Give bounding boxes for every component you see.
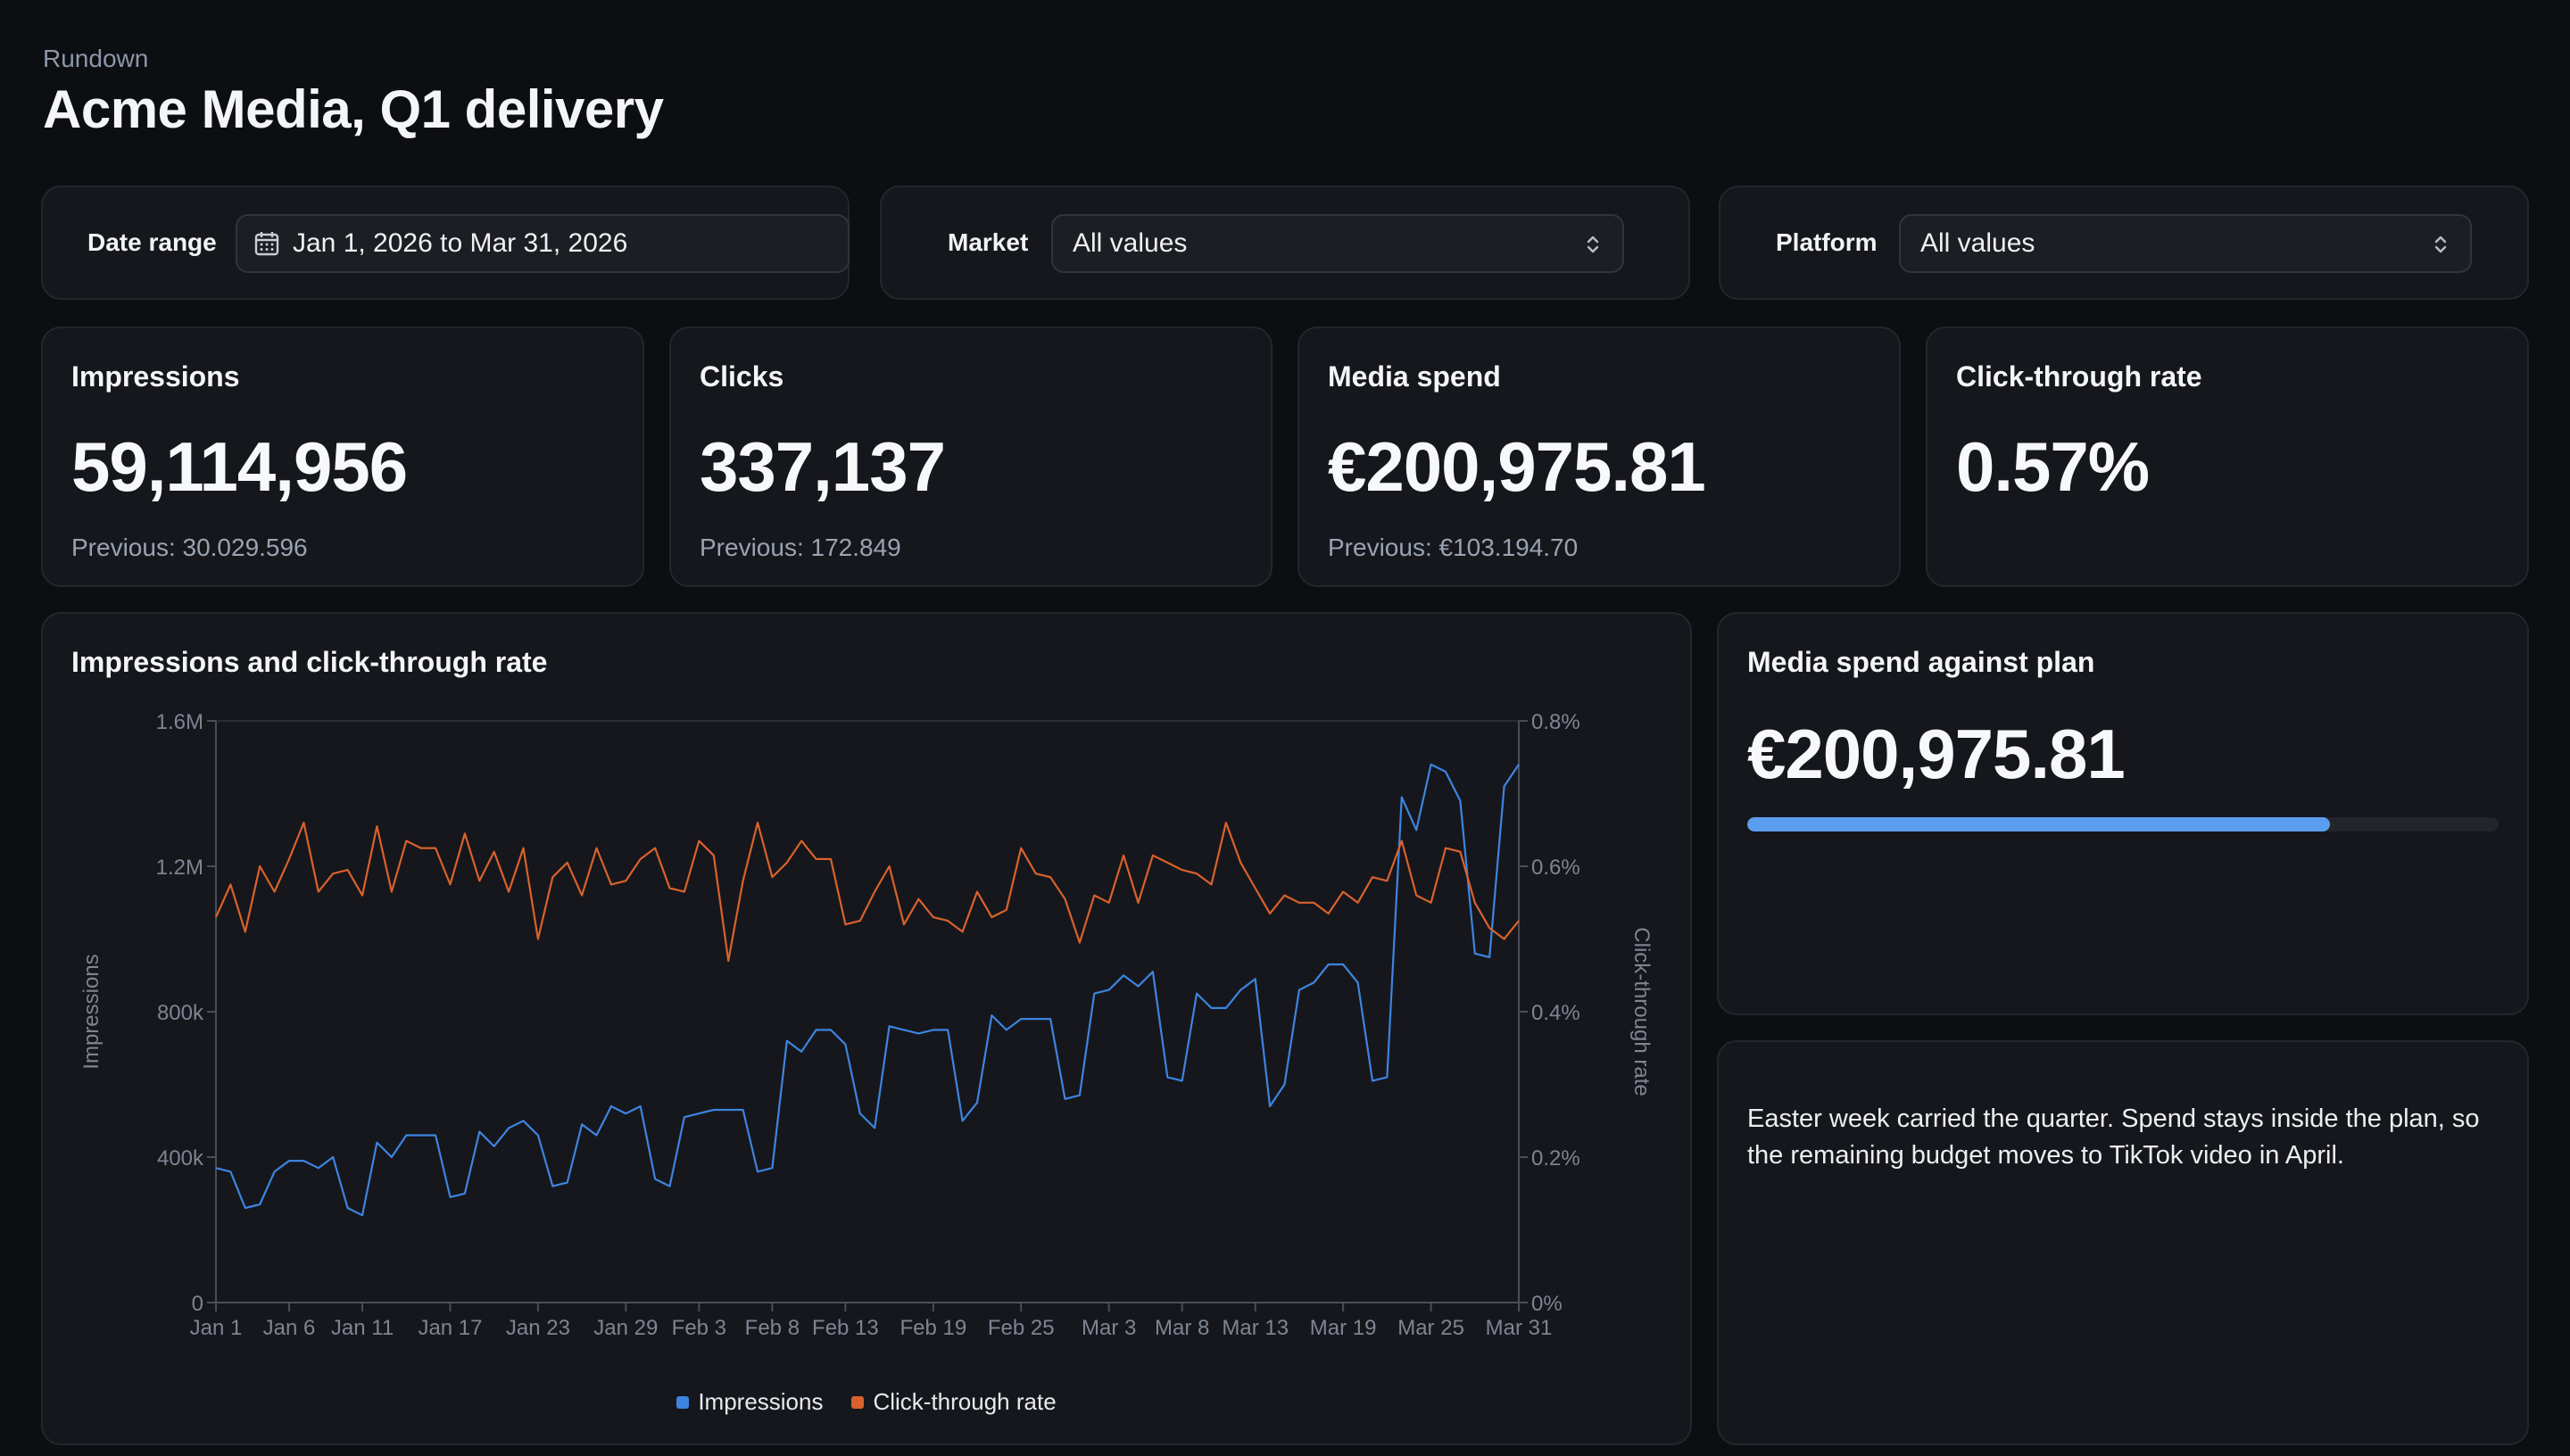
legend-item-impressions[interactable]: Impressions bbox=[676, 1388, 823, 1416]
market-filter-card: Market All values bbox=[880, 186, 1690, 300]
commentary-card: Easter week carried the quarter. Spend s… bbox=[1717, 1040, 2529, 1445]
date-range-filter-card: Date range Jan 1, 2026 to Mar 31, 2026 bbox=[41, 186, 850, 300]
date-range-value: Jan 1, 2026 to Mar 31, 2026 bbox=[293, 228, 628, 258]
chart-legend: Impressions Click-through rate bbox=[43, 1388, 1690, 1416]
kpi-value: 59,114,956 bbox=[71, 427, 408, 506]
x-axis-tick-label: Mar 3 bbox=[1082, 1316, 1136, 1340]
platform-value: All values bbox=[1920, 228, 2035, 258]
legend-swatch-impressions bbox=[676, 1395, 690, 1409]
legend-label-impressions: Impressions bbox=[698, 1388, 824, 1415]
kpi-previous: Previous: 30.029.596 bbox=[71, 534, 308, 561]
legend-swatch-ctr bbox=[851, 1395, 865, 1409]
x-axis-tick-label: Jan 23 bbox=[506, 1316, 570, 1340]
right-axis-tick-label: 0.6% bbox=[1531, 856, 1580, 880]
calendar-icon bbox=[253, 230, 280, 257]
kpi-card-ctr: Click-through rate 0.57% bbox=[1926, 327, 2529, 587]
x-axis-tick-label: Mar 25 bbox=[1397, 1316, 1464, 1340]
impressions-ctr-chart-card: Impressions and click-through rate 0 400k… bbox=[41, 612, 1692, 1445]
x-axis-tick-label: Jan 17 bbox=[418, 1316, 482, 1340]
date-range-label: Date range bbox=[87, 228, 217, 256]
right-axis-tick-label: 0.4% bbox=[1531, 1001, 1580, 1025]
legend-label-ctr: Click-through rate bbox=[873, 1388, 1057, 1415]
x-axis-tick-label: Mar 31 bbox=[1486, 1316, 1553, 1340]
platform-filter-card: Platform All values bbox=[1719, 186, 2529, 300]
chart-title: Impressions and click-through rate bbox=[71, 646, 548, 678]
x-axis-tick-label: Mar 13 bbox=[1222, 1316, 1289, 1340]
x-axis-tick-label: Jan 11 bbox=[331, 1316, 394, 1340]
x-axis-tick-label: Feb 8 bbox=[745, 1316, 800, 1340]
left-axis-tick-label: 1.2M bbox=[156, 856, 203, 880]
kpi-card-media-spend: Media spend €200,975.81 Previous: €103.1… bbox=[1297, 327, 1901, 587]
impressions-ctr-chart: 0 400k 800k 1.2M 1.6M 0% 0.2% 0.4% 0.6% 0.8% Jan 1… bbox=[79, 710, 1654, 1340]
left-axis-title: Impressions bbox=[79, 954, 104, 1069]
x-axis-tick-label: Jan 6 bbox=[263, 1316, 316, 1340]
market-value: All values bbox=[1073, 228, 1188, 258]
x-axis-tick-label: Feb 13 bbox=[812, 1316, 879, 1340]
kpi-value: 337,137 bbox=[700, 427, 946, 506]
kpi-label: Click-through rate bbox=[1956, 360, 2202, 393]
x-axis-tick-label: Mar 8 bbox=[1155, 1316, 1209, 1340]
date-range-picker[interactable]: Jan 1, 2026 to Mar 31, 2026 bbox=[236, 214, 850, 273]
page-title: Acme Media, Q1 delivery bbox=[43, 79, 664, 139]
left-axis-tick-label: 400k bbox=[157, 1146, 204, 1171]
chevron-up-down-icon bbox=[1583, 232, 1603, 257]
plan-progress-bar bbox=[1747, 817, 2499, 831]
plan-value: €200,975.81 bbox=[1747, 715, 2126, 793]
plan-progress-fill bbox=[1747, 817, 2330, 831]
kpi-card-clicks: Clicks 337,137 Previous: 172.849 bbox=[669, 327, 1273, 587]
kpi-value: €200,975.81 bbox=[1328, 427, 1706, 506]
kpi-previous: Previous: €103.194.70 bbox=[1328, 534, 1579, 561]
media-spend-plan-card: Media spend against plan €200,975.81 bbox=[1717, 612, 2529, 1015]
x-axis-tick-label: Jan 29 bbox=[593, 1316, 658, 1340]
right-axis-title: Click-through rate bbox=[1629, 927, 1654, 1096]
left-axis-tick-label: 800k bbox=[157, 1001, 204, 1025]
impressions-series-line bbox=[215, 763, 1520, 1217]
page-eyebrow: Rundown bbox=[43, 45, 149, 72]
right-axis-tick-label: 0.2% bbox=[1531, 1146, 1580, 1171]
market-label: Market bbox=[948, 228, 1029, 256]
legend-item-ctr[interactable]: Click-through rate bbox=[851, 1388, 1057, 1416]
right-axis-tick-label: 0% bbox=[1531, 1292, 1563, 1316]
platform-label: Platform bbox=[1776, 228, 1878, 256]
kpi-label: Clicks bbox=[700, 360, 784, 393]
kpi-label: Impressions bbox=[71, 360, 240, 393]
kpi-value: 0.57% bbox=[1956, 427, 2150, 506]
left-axis-tick-label: 0 bbox=[192, 1292, 203, 1316]
x-axis-tick-label: Feb 19 bbox=[900, 1316, 966, 1340]
kpi-previous: Previous: 172.849 bbox=[700, 534, 901, 561]
kpi-card-impressions: Impressions 59,114,956 Previous: 30.029.… bbox=[41, 327, 644, 587]
x-axis-tick-label: Jan 1 bbox=[190, 1316, 243, 1340]
left-axis-tick-label: 1.6M bbox=[156, 710, 203, 734]
plan-title: Media spend against plan bbox=[1747, 646, 2095, 678]
kpi-label: Media spend bbox=[1328, 360, 1501, 393]
platform-select[interactable]: All values bbox=[1899, 214, 2472, 273]
market-select[interactable]: All values bbox=[1051, 214, 1624, 273]
right-axis-tick-label: 0.8% bbox=[1531, 710, 1580, 734]
x-axis-tick-label: Feb 3 bbox=[672, 1316, 726, 1340]
x-axis-tick-label: Mar 19 bbox=[1310, 1316, 1377, 1340]
commentary-text: Easter week carried the quarter. Spend s… bbox=[1747, 1104, 2480, 1170]
chevron-up-down-icon bbox=[2431, 232, 2450, 257]
ctr-series-line bbox=[214, 822, 1520, 963]
x-axis-tick-label: Feb 25 bbox=[988, 1316, 1055, 1340]
